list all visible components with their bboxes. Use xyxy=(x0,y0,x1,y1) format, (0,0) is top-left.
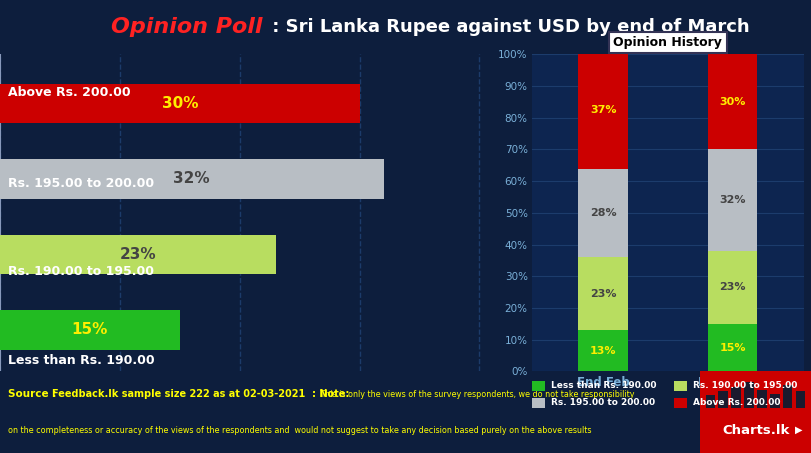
Bar xyxy=(577,169,627,257)
Text: : Sri Lanka Rupee against USD by end of March: : Sri Lanka Rupee against USD by end of … xyxy=(265,18,749,36)
Text: Above Rs. 200.00: Above Rs. 200.00 xyxy=(8,87,131,99)
Text: Rs. 190.00 to 195.00: Rs. 190.00 to 195.00 xyxy=(693,381,797,390)
Text: Above Rs. 200.00: Above Rs. 200.00 xyxy=(693,398,780,407)
Bar xyxy=(718,391,727,408)
Text: on the completeness or accuracy of the views of the respondents and  would not s: on the completeness or accuracy of the v… xyxy=(8,426,591,435)
Text: ▶: ▶ xyxy=(794,425,801,435)
Bar xyxy=(0,159,383,198)
Text: Rs. 195.00 to 200.00: Rs. 195.00 to 200.00 xyxy=(8,177,154,190)
Text: 23%: 23% xyxy=(119,247,156,262)
Text: 30%: 30% xyxy=(161,96,198,111)
Text: Less than Rs. 190.00: Less than Rs. 190.00 xyxy=(8,354,155,366)
Text: 30%: 30% xyxy=(719,97,745,107)
Text: 37%: 37% xyxy=(589,105,616,115)
Title: Opinion History: Opinion History xyxy=(612,36,722,49)
Bar xyxy=(577,330,627,371)
Bar xyxy=(705,395,714,408)
Text: Source :: Source : xyxy=(8,389,57,399)
Bar xyxy=(707,54,757,149)
Bar xyxy=(731,387,740,408)
Text: 32%: 32% xyxy=(174,171,210,187)
Bar xyxy=(707,324,757,371)
Bar xyxy=(707,251,757,324)
Text: 23%: 23% xyxy=(719,282,745,293)
Bar xyxy=(0,235,276,274)
Text: 13%: 13% xyxy=(589,346,616,356)
Text: Opinion Poll: Opinion Poll xyxy=(111,17,262,37)
Bar xyxy=(744,382,753,408)
Bar xyxy=(0,84,359,123)
Text: 15%: 15% xyxy=(719,342,745,353)
Text: Less than Rs. 190.00: Less than Rs. 190.00 xyxy=(551,381,656,390)
Text: This is only the views of the survey respondents, we do not take responsibility: This is only the views of the survey res… xyxy=(318,390,634,399)
Bar xyxy=(769,394,779,408)
Bar xyxy=(707,149,757,251)
Text: Rs. 190.00 to 195.00: Rs. 190.00 to 195.00 xyxy=(8,265,154,278)
Text: Rs. 195.00 to 200.00: Rs. 195.00 to 200.00 xyxy=(551,398,654,407)
Bar xyxy=(0,310,179,350)
Bar xyxy=(795,391,805,408)
Text: 15%: 15% xyxy=(71,323,108,337)
Bar xyxy=(577,51,627,169)
Text: Charts.lk: Charts.lk xyxy=(722,424,788,437)
Bar xyxy=(577,257,627,330)
Text: 32%: 32% xyxy=(719,195,745,205)
Bar xyxy=(756,390,766,408)
Text: 28%: 28% xyxy=(589,208,616,218)
Text: 23%: 23% xyxy=(589,289,616,299)
Text: Feedback.lk sample size 222 as at 02-03-2021  : Note:: Feedback.lk sample size 222 as at 02-03-… xyxy=(53,389,350,399)
Bar xyxy=(782,386,792,408)
